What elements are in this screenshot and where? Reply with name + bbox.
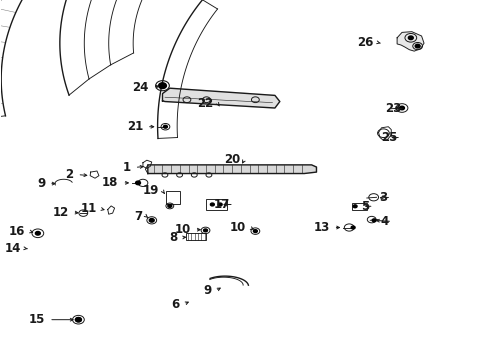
Text: 1: 1	[122, 161, 131, 174]
Text: 23: 23	[385, 102, 401, 115]
Circle shape	[415, 44, 420, 48]
Circle shape	[351, 226, 355, 229]
Circle shape	[203, 229, 207, 232]
Polygon shape	[397, 32, 424, 51]
Text: 10: 10	[229, 221, 245, 234]
Text: 17: 17	[214, 198, 230, 211]
Bar	[167, 191, 180, 204]
Text: 22: 22	[197, 97, 214, 110]
Text: 18: 18	[102, 176, 119, 189]
Circle shape	[149, 219, 154, 222]
Text: 25: 25	[381, 131, 397, 144]
Bar	[206, 199, 227, 210]
Circle shape	[75, 318, 81, 322]
Circle shape	[372, 219, 376, 222]
Bar	[186, 233, 206, 240]
Circle shape	[136, 181, 141, 185]
Text: 24: 24	[132, 81, 149, 94]
Text: 12: 12	[52, 206, 69, 219]
Text: 16: 16	[8, 225, 24, 238]
Text: 2: 2	[65, 168, 74, 181]
Text: 5: 5	[362, 200, 370, 213]
Circle shape	[168, 204, 172, 207]
Circle shape	[159, 83, 167, 89]
Text: 13: 13	[314, 221, 330, 234]
Text: 11: 11	[80, 202, 97, 215]
Text: 15: 15	[29, 313, 45, 326]
Text: 7: 7	[134, 210, 142, 222]
Text: 3: 3	[379, 191, 388, 204]
Circle shape	[35, 231, 40, 235]
Text: 21: 21	[127, 120, 143, 133]
Text: 9: 9	[203, 284, 211, 297]
Text: 14: 14	[4, 242, 21, 255]
Circle shape	[253, 230, 257, 233]
Bar	[352, 203, 367, 210]
Text: 8: 8	[169, 231, 177, 244]
Circle shape	[408, 36, 413, 40]
Circle shape	[218, 203, 222, 206]
Text: 9: 9	[37, 177, 45, 190]
Text: 4: 4	[380, 215, 389, 228]
Polygon shape	[163, 88, 280, 108]
Text: 20: 20	[224, 153, 241, 166]
Circle shape	[399, 106, 404, 110]
Circle shape	[164, 125, 168, 128]
Text: 19: 19	[142, 184, 159, 197]
Circle shape	[353, 205, 357, 208]
Circle shape	[210, 203, 214, 206]
Text: 6: 6	[172, 298, 180, 311]
Text: 10: 10	[174, 223, 191, 236]
Text: 26: 26	[357, 36, 374, 49]
Polygon shape	[148, 165, 317, 174]
